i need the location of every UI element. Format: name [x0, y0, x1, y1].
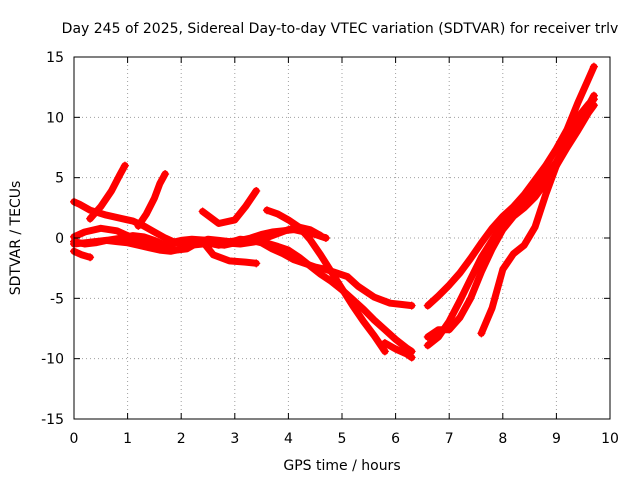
x-tick-label: 3: [230, 431, 239, 447]
series-arc-4: [70, 236, 416, 355]
data-point-marker: [252, 186, 261, 195]
y-tick-label: 5: [55, 171, 64, 187]
series-arc-12: [424, 63, 598, 310]
tick-layer: 0 1 2 3 4 5 6 7 8 9 10 15 10 5 0 -5 -10 -15: [41, 50, 619, 447]
data-point-marker: [407, 301, 416, 310]
data-point-marker: [423, 301, 432, 310]
y-tick-label: -15: [41, 412, 64, 428]
series-arc-14: [424, 101, 598, 341]
data-point-marker: [380, 347, 389, 356]
y-tick-label: 15: [46, 50, 64, 66]
series-arc-10: [199, 238, 260, 267]
data-point-marker: [423, 332, 432, 341]
x-tick-label: 9: [552, 431, 561, 447]
y-tick-label: -5: [50, 291, 64, 307]
data-point-marker: [198, 207, 207, 216]
series-arc-2: [70, 223, 325, 249]
series-arc-9: [134, 170, 169, 230]
x-tick-label: 8: [498, 431, 507, 447]
data-point-marker: [589, 62, 598, 71]
data-point-marker: [423, 341, 432, 350]
data-point-marker: [198, 237, 207, 246]
data-point-marker: [161, 170, 170, 179]
x-tick-label: 0: [70, 431, 79, 447]
x-tick-label: 2: [177, 431, 186, 447]
chart-title: Day 245 of 2025, Sidereal Day-to-day VTE…: [62, 21, 619, 37]
series-arc-6: [381, 339, 416, 361]
data-point-marker: [86, 253, 95, 262]
x-tick-label: 5: [338, 431, 347, 447]
y-axis-label: SDTVAR / TECUs: [8, 181, 24, 296]
series-arc-8: [86, 162, 129, 223]
series-arc-5: [263, 206, 389, 355]
x-tick-label: 1: [123, 431, 132, 447]
data-point-marker: [477, 329, 486, 338]
y-tick-label: 10: [46, 110, 64, 126]
data-point-marker: [262, 206, 271, 215]
series-arc-7: [70, 247, 94, 261]
data-point-marker: [321, 234, 330, 242]
data-point-marker: [589, 95, 598, 104]
series-arc-11: [199, 187, 260, 227]
series-layer: [70, 62, 598, 362]
series-arc-15: [477, 95, 598, 337]
y-tick-label: 0: [55, 231, 64, 247]
data-point-marker: [134, 221, 143, 230]
data-point-marker: [316, 231, 325, 240]
y-tick-label: -10: [41, 352, 64, 368]
x-tick-label: 6: [391, 431, 400, 447]
series-arc-3: [70, 198, 416, 310]
data-point-marker: [252, 259, 261, 268]
x-tick-label: 4: [284, 431, 293, 447]
data-point-marker: [380, 338, 389, 347]
x-tick-label: 10: [601, 431, 619, 447]
data-point-marker: [86, 214, 95, 223]
x-tick-label: 7: [445, 431, 454, 447]
x-axis-label: GPS time / hours: [283, 458, 400, 474]
data-point-marker: [120, 161, 129, 170]
data-point-marker: [407, 353, 416, 362]
